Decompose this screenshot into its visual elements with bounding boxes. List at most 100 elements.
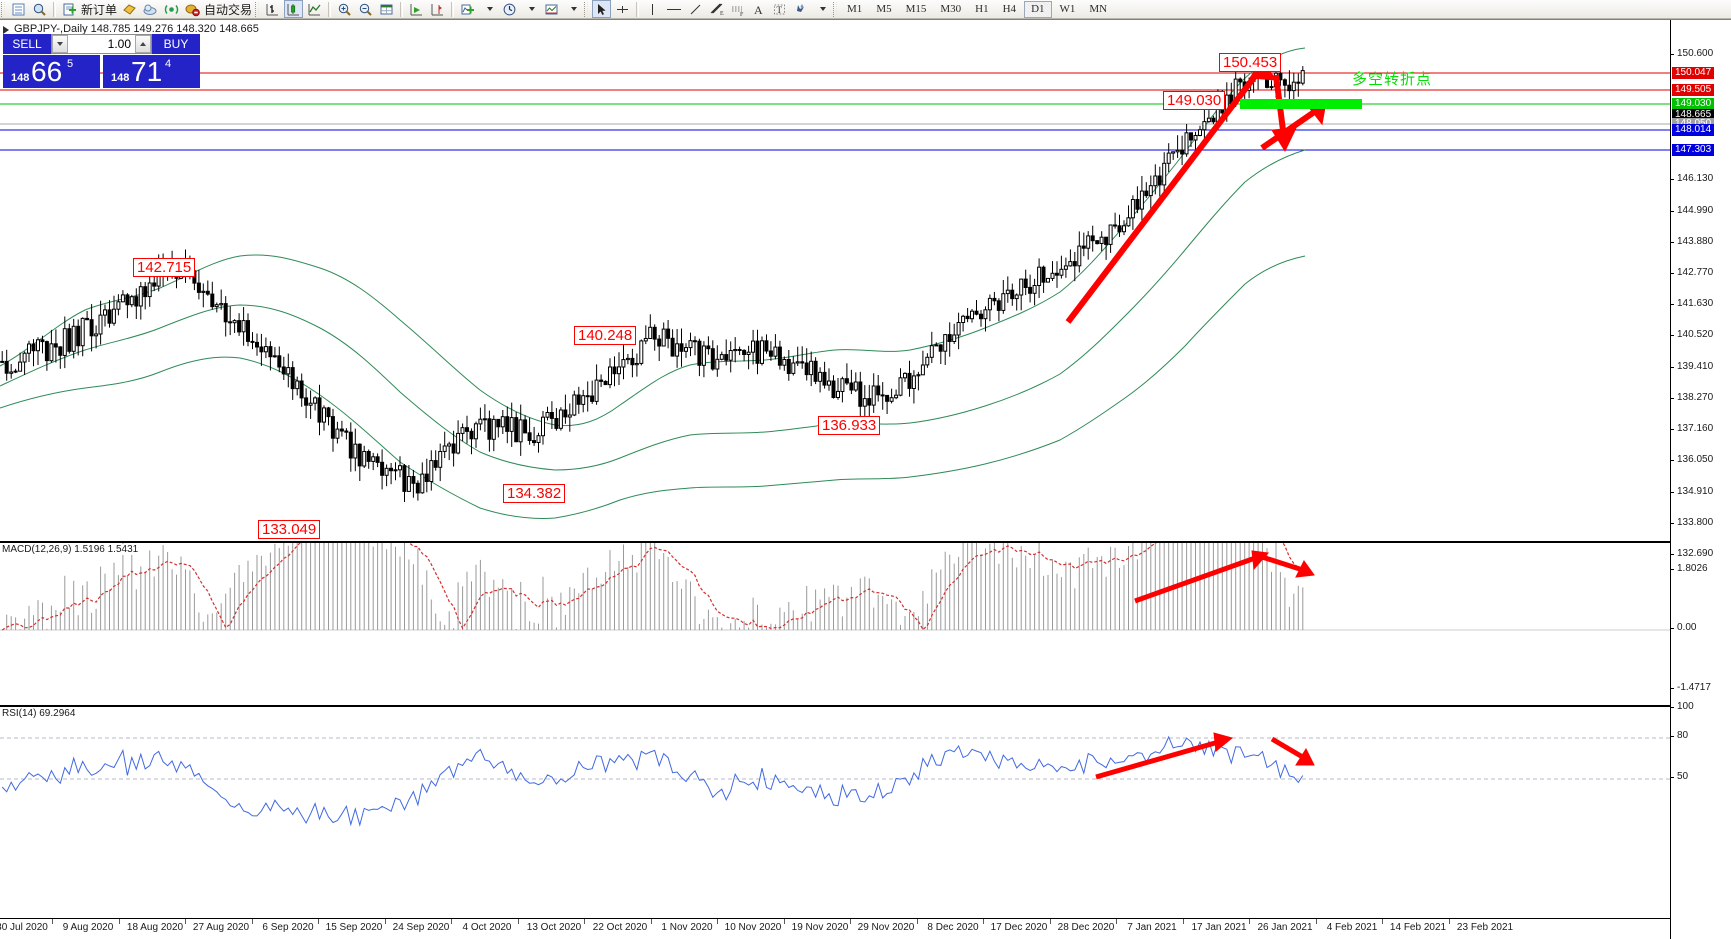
time-axis-separator [1116, 919, 1117, 924]
zoom-out-icon[interactable] [356, 0, 375, 18]
cursor-icon[interactable] [592, 0, 612, 18]
templates-icon[interactable] [542, 0, 561, 18]
timeframe-h4-button[interactable]: H4 [1002, 3, 1017, 15]
time-axis[interactable]: 30 Jul 2020 9 Aug 2020 18 Aug 2020 27 Aug 2… [0, 918, 1670, 938]
toolbar-separator [53, 1, 56, 17]
toolbar-grip-4[interactable] [833, 1, 838, 17]
time-axis-tick: 26 Jan 2021 [1257, 922, 1313, 933]
time-axis-separator [584, 919, 585, 924]
volume-stepper[interactable]: 1.00 [51, 34, 152, 54]
bar-chart-icon[interactable] [263, 0, 282, 18]
autotrading-label[interactable]: 自动交易 [204, 2, 253, 17]
price-annotation-label: 142.715 [133, 258, 196, 277]
period-dropdown-icon[interactable] [521, 0, 540, 18]
horizontal-line-icon[interactable] [664, 0, 684, 18]
buy-price-fraction: 4 [165, 58, 172, 70]
templates-dropdown-icon[interactable] [563, 0, 582, 18]
line-chart-icon[interactable] [305, 0, 324, 18]
toolbar-grip[interactable] [1, 1, 5, 17]
zoom-in-icon[interactable] [335, 0, 354, 18]
chart-window[interactable]: GBPJPY-,Daily 148.785 149.276 148.320 14… [0, 19, 1731, 939]
volume-increment-button[interactable] [135, 35, 151, 53]
time-axis-separator [1316, 919, 1317, 924]
label-icon[interactable]: T [770, 0, 789, 18]
buy-price-display[interactable]: 148 71 4 [103, 55, 200, 88]
time-axis-tick: 29 Nov 2020 [857, 922, 915, 933]
price-annotation-label: 134.382 [503, 484, 566, 503]
trendline-icon[interactable] [686, 0, 705, 18]
price-axis[interactable]: 150.600 146.130 144.990 143.880 142.770 141.6… [1670, 20, 1731, 939]
time-axis-tick: 17 Dec 2020 [990, 922, 1048, 933]
macd-chart-canvas [0, 543, 1670, 631]
indicators-dropdown-icon[interactable] [479, 0, 498, 18]
time-axis-separator [1249, 919, 1250, 924]
candlestick-chart-icon[interactable] [284, 0, 304, 18]
time-axis-tick: 19 Nov 2020 [791, 922, 849, 933]
signals-icon[interactable] [162, 0, 181, 18]
toolbar-separator-4 [451, 1, 455, 17]
time-axis-tick: 10 Nov 2020 [724, 922, 782, 933]
macd-axis-tick: 0.00 [1671, 622, 1696, 633]
sell-price-fraction: 5 [67, 58, 74, 70]
timeframe-m5-button[interactable]: M5 [876, 3, 892, 15]
expert-advisor-icon[interactable] [120, 0, 139, 18]
chart-shift-icon[interactable] [428, 0, 447, 18]
timeframe-w1-button[interactable]: W1 [1059, 3, 1076, 15]
main-toolbar[interactable]: 新订单 自动交易 [0, 0, 1731, 19]
timeframe-group[interactable]: M1 M5 M15 M30 H1 H4 D1 W1 MN [840, 0, 1114, 18]
volume-value[interactable]: 1.00 [107, 37, 131, 51]
toolbar-grip-2[interactable] [255, 1, 260, 17]
price-axis-tick: 132.690 [1671, 548, 1713, 559]
indicators-icon[interactable] [458, 0, 477, 18]
sell-price-display[interactable]: 148 66 5 [3, 55, 100, 88]
autotrading-icon[interactable] [183, 0, 202, 18]
main-price-pane[interactable]: 150.453 149.030 142.715 140.248 136.933 134.3… [0, 20, 1670, 539]
rsi-pane[interactable]: RSI(14) 69.2964 [0, 705, 1670, 918]
rsi-pane-label: RSI(14) 69.2964 [2, 708, 76, 719]
search-chart-icon[interactable] [30, 0, 49, 18]
timeframe-d1-button[interactable]: D1 [1024, 0, 1052, 18]
volume-decrement-button[interactable] [52, 35, 68, 53]
timeframe-m30-button[interactable]: M30 [940, 3, 962, 15]
period-icon[interactable] [500, 0, 519, 18]
shapes-dropdown-icon[interactable] [812, 0, 831, 18]
toolbar-grip-3[interactable] [584, 1, 589, 17]
equidistant-channel-icon[interactable]: F [728, 0, 747, 18]
time-axis-tick: 15 Sep 2020 [325, 922, 383, 933]
one-click-trading-panel[interactable]: SELL 1.00 BUY 148 66 5 148 71 4 [3, 34, 200, 88]
chart-collapse-icon[interactable] [3, 26, 9, 34]
time-axis-tick: 18 Aug 2020 [126, 922, 184, 933]
sell-button[interactable]: SELL [3, 34, 51, 54]
crosshair-icon[interactable] [613, 0, 632, 18]
vertical-line-icon[interactable] [643, 0, 662, 18]
fibonacci-icon[interactable]: E [707, 0, 726, 18]
chinese-annotation-note: 多空转折点 [1352, 70, 1433, 88]
price-annotation-label: 140.248 [574, 326, 637, 345]
price-axis-tick: 150.600 [1671, 48, 1713, 59]
shapes-icon[interactable] [791, 0, 810, 18]
price-axis-tick: 142.770 [1671, 267, 1713, 278]
macd-pane[interactable]: MACD(12,26,9) 1.5196 1.5431 [0, 541, 1670, 703]
time-axis-tick: 9 Aug 2020 [62, 922, 114, 933]
timeframe-m15-button[interactable]: M15 [905, 3, 927, 15]
timeframe-m1-button[interactable]: M1 [847, 3, 863, 15]
new-order-icon[interactable] [60, 0, 79, 18]
sell-price-prefix: 148 [11, 72, 30, 84]
time-axis-separator [784, 919, 785, 924]
buy-button[interactable]: BUY [152, 34, 200, 54]
timeframe-mn-button[interactable]: MN [1089, 3, 1108, 15]
time-axis-separator [717, 919, 718, 924]
buy-price-prefix: 148 [111, 72, 130, 84]
time-axis-separator [917, 919, 918, 924]
text-icon[interactable]: A [749, 0, 768, 18]
sell-price-big: 66 [31, 56, 63, 87]
new-order-label[interactable]: 新订单 [81, 2, 118, 17]
timeframe-h1-button[interactable]: H1 [975, 3, 989, 15]
price-axis-tick: 136.050 [1671, 454, 1713, 465]
cloud-icon[interactable] [141, 0, 160, 18]
data-window-icon[interactable] [377, 0, 396, 18]
window-list-icon[interactable] [9, 0, 28, 18]
time-axis-separator [651, 919, 652, 924]
time-axis-separator [52, 919, 53, 924]
autoscroll-icon[interactable] [407, 0, 426, 18]
